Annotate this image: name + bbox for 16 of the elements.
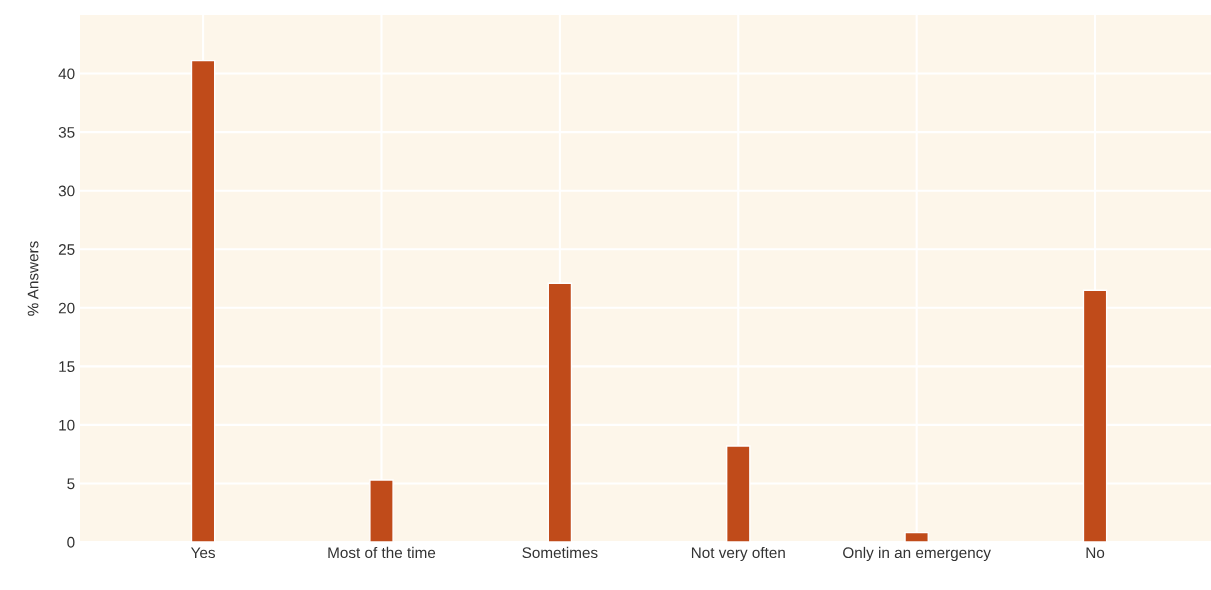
- x-tick-label: Sometimes: [522, 546, 598, 559]
- y-tick-label: 10: [59, 419, 75, 431]
- y-tick-label: 40: [58, 68, 75, 80]
- x-tick-label: No: [1086, 547, 1105, 559]
- y-axis-title: % Answers: [27, 241, 39, 316]
- x-tick-label: Not very often: [691, 546, 785, 562]
- x-tick-label: Only in an emergency: [843, 546, 991, 562]
- x-tick-label: Most of the time: [328, 546, 436, 559]
- y-tick-label: 0: [67, 536, 75, 548]
- y-tick-label: 30: [58, 185, 75, 197]
- y-tick-label: 5: [67, 478, 75, 490]
- y-tick-label: 25: [58, 244, 75, 255]
- y-tick-label: 20: [58, 302, 75, 314]
- x-tick-label: Yes: [190, 547, 215, 559]
- y-tick-label: 35: [58, 126, 75, 138]
- y-tick-label: 15: [59, 361, 75, 373]
